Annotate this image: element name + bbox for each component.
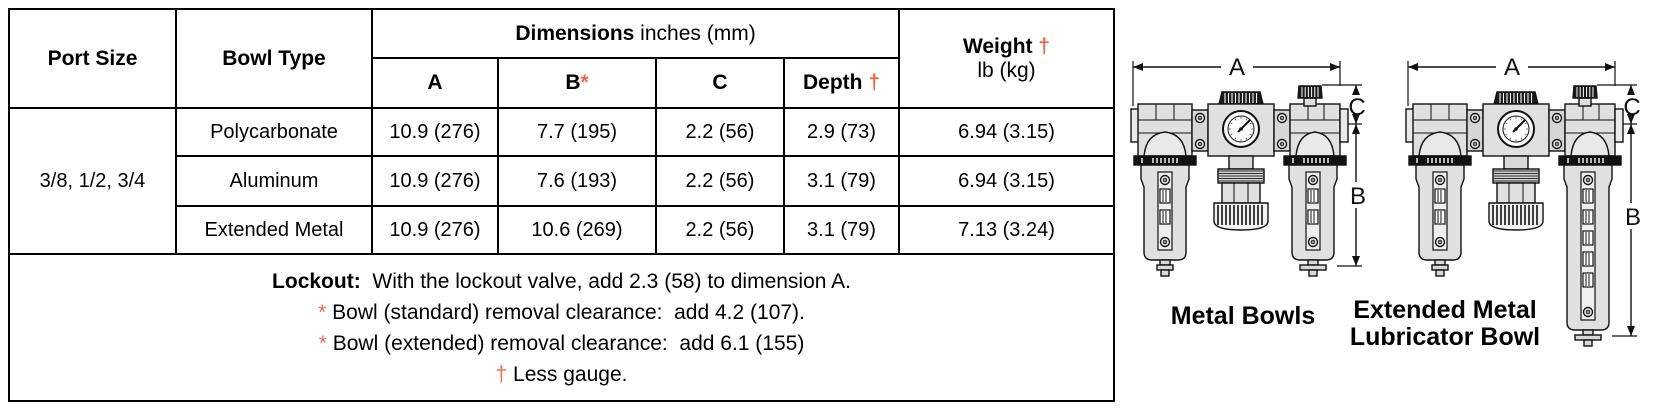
header-col-b: B* (497, 57, 657, 109)
footnotes: Lockout: With the lockout valve, add 2.3… (7, 253, 1116, 402)
table-cell: 10.9 (276) (371, 205, 499, 255)
table-row: Extended Metal 10.9 (276) 10.6 (269) 2.2… (9, 205, 1116, 255)
table-cell: 7.7 (195) (497, 107, 657, 157)
table-cell: 6.94 (3.15) (898, 107, 1116, 157)
note-less-gauge: † Less gauge. (495, 362, 628, 386)
table-cell: 3.1 (79) (782, 155, 901, 207)
table-cell: 10.6 (269) (497, 205, 657, 255)
table-cell: 2.2 (56) (655, 155, 785, 207)
dimensions-table: Port Size Bowl Type Dimensions inches (m… (7, 8, 1116, 402)
caption-metal-bowls: Metal Bowls (1170, 302, 1316, 330)
cell-bowl-type: Polycarbonate (175, 107, 373, 157)
cell-port-size: 3/8, 1/2, 3/4 (8, 107, 177, 255)
table-cell: 7.13 (3.24) (898, 205, 1116, 255)
header-col-depth: Depth † (782, 57, 901, 109)
header-port-size: Port Size (8, 8, 177, 109)
header-dimensions: Dimensions inches (mm) (370, 8, 901, 59)
header-col-c: C (655, 57, 785, 109)
table-cell: 2.2 (56) (655, 107, 785, 157)
note-standard-clearance: * Bowl (standard) removal clearance: add… (318, 300, 805, 324)
table-row: 3/8, 1/2, 3/4 Polycarbonate 10.9 (276) 7… (8, 107, 1116, 255)
table-cell: 2.9 (73) (782, 107, 901, 157)
cell-bowl-type: Extended Metal (175, 205, 373, 255)
note-extended-clearance: * Bowl (extended) removal clearance: add… (318, 331, 805, 355)
table-cell: 7.6 (193) (497, 155, 657, 207)
table-cell: 10.9 (276) (371, 107, 499, 157)
table-cell: 6.94 (3.15) (898, 155, 1116, 207)
dim-label-a: A (1504, 54, 1520, 81)
dim-label-b: B (1625, 204, 1641, 231)
dim-label-a: A (1229, 54, 1245, 81)
diagram-extended-metal-lubricator-bowl: ACB (1405, 54, 1641, 347)
note-lockout: Lockout: With the lockout valve, add 2.3… (272, 269, 851, 293)
diagram-metal-bowls: ACB (1130, 54, 1366, 277)
table-cell: 10.9 (276) (371, 155, 499, 207)
header-weight: Weight † lb (kg) (898, 8, 1116, 109)
cell-bowl-type: Aluminum (175, 155, 373, 207)
caption-extended-metal: Extended Metal Lubricator Bowl (1349, 296, 1541, 351)
header-col-a: A (371, 57, 499, 109)
table-notes-row: Lockout: With the lockout valve, add 2.3… (7, 253, 1116, 402)
table-cell: 3.1 (79) (782, 205, 901, 255)
table-cell: 2.2 (56) (655, 205, 785, 255)
table-row: Aluminum 10.9 (276) 7.6 (193) 2.2 (56) 3… (9, 155, 1116, 207)
header-bowl-type: Bowl Type (175, 8, 373, 109)
dim-label-b: B (1350, 183, 1366, 210)
